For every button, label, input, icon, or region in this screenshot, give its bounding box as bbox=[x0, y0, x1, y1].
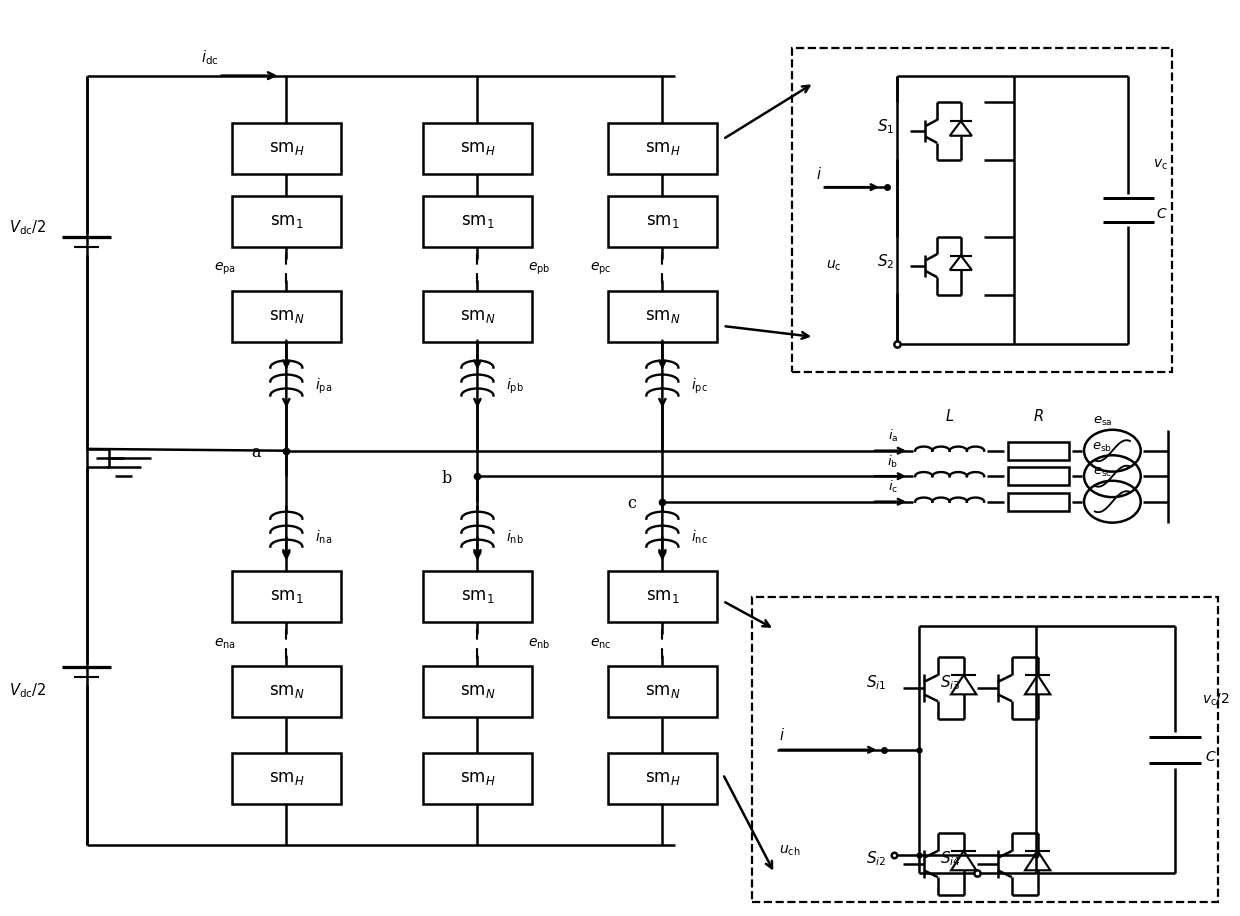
Text: $S_{i4}$: $S_{i4}$ bbox=[940, 849, 960, 868]
Bar bbox=[232, 571, 341, 622]
Text: $S_{i2}$: $S_{i2}$ bbox=[866, 849, 887, 868]
Text: $\mathrm{sm}_{N}$: $\mathrm{sm}_{N}$ bbox=[269, 683, 304, 701]
Text: $i_{\mathrm{pa}}$: $i_{\mathrm{pa}}$ bbox=[315, 376, 332, 396]
Text: $e_{\mathrm{sb}}$: $e_{\mathrm{sb}}$ bbox=[1092, 441, 1112, 453]
Text: $S_{i3}$: $S_{i3}$ bbox=[940, 673, 960, 692]
Text: $e_{\mathrm{sa}}$: $e_{\mathrm{sa}}$ bbox=[1092, 415, 1112, 428]
Text: $u_{\mathrm{c}}$: $u_{\mathrm{c}}$ bbox=[826, 258, 842, 273]
Bar bbox=[232, 291, 341, 343]
Text: $S_{i1}$: $S_{i1}$ bbox=[866, 673, 887, 692]
Text: $\mathrm{sm}_{H}$: $\mathrm{sm}_{H}$ bbox=[269, 770, 304, 787]
Text: $e_{\mathrm{pc}}$: $e_{\mathrm{pc}}$ bbox=[590, 261, 611, 278]
Text: $i_{\mathrm{dc}}$: $i_{\mathrm{dc}}$ bbox=[201, 48, 218, 67]
Text: $\mathrm{sm}_{1}$: $\mathrm{sm}_{1}$ bbox=[269, 213, 303, 230]
Text: $i$: $i$ bbox=[780, 727, 785, 743]
Text: $i_{\mathrm{a}}$: $i_{\mathrm{a}}$ bbox=[888, 428, 898, 444]
Text: $i_{\mathrm{pc}}$: $i_{\mathrm{pc}}$ bbox=[691, 376, 708, 396]
Text: $\mathrm{sm}_{N}$: $\mathrm{sm}_{N}$ bbox=[460, 309, 495, 325]
Bar bbox=[1008, 493, 1069, 511]
Bar bbox=[423, 571, 532, 622]
Text: $\mathrm{sm}_{H}$: $\mathrm{sm}_{H}$ bbox=[645, 770, 680, 787]
Text: $e_{\mathrm{na}}$: $e_{\mathrm{na}}$ bbox=[213, 637, 236, 651]
Text: $u_{\mathrm{ch}}$: $u_{\mathrm{ch}}$ bbox=[780, 844, 801, 857]
Text: $S_{1}$: $S_{1}$ bbox=[877, 117, 894, 136]
Text: $\mathrm{sm}_{N}$: $\mathrm{sm}_{N}$ bbox=[645, 683, 680, 701]
Text: $e_{\mathrm{nc}}$: $e_{\mathrm{nc}}$ bbox=[590, 637, 611, 651]
Bar bbox=[1008, 467, 1069, 485]
Text: $i_{\mathrm{pb}}$: $i_{\mathrm{pb}}$ bbox=[506, 376, 523, 396]
Text: $L$: $L$ bbox=[945, 409, 955, 424]
Bar bbox=[423, 196, 532, 246]
Bar bbox=[423, 753, 532, 804]
Text: $v_{\mathrm{c}}/2$: $v_{\mathrm{c}}/2$ bbox=[1203, 692, 1230, 708]
Bar bbox=[423, 123, 532, 174]
Bar bbox=[232, 123, 341, 174]
Bar bbox=[423, 667, 532, 717]
Text: $\mathrm{sm}_{1}$: $\mathrm{sm}_{1}$ bbox=[646, 588, 680, 605]
Text: $V_{\mathrm{dc}}/2$: $V_{\mathrm{dc}}/2$ bbox=[9, 682, 46, 700]
Text: $\mathrm{sm}_{H}$: $\mathrm{sm}_{H}$ bbox=[460, 140, 495, 157]
Text: $\mathrm{sm}_{H}$: $\mathrm{sm}_{H}$ bbox=[645, 140, 680, 157]
Text: $V_{\mathrm{dc}}/2$: $V_{\mathrm{dc}}/2$ bbox=[9, 218, 46, 237]
Bar bbox=[608, 753, 717, 804]
Text: $\mathrm{sm}_{1}$: $\mathrm{sm}_{1}$ bbox=[461, 213, 495, 230]
Text: $S_{2}$: $S_{2}$ bbox=[877, 252, 894, 270]
Text: c: c bbox=[627, 495, 636, 512]
Bar bbox=[608, 667, 717, 717]
Bar bbox=[232, 196, 341, 246]
Text: b: b bbox=[441, 470, 451, 486]
Text: $\mathrm{sm}_{N}$: $\mathrm{sm}_{N}$ bbox=[269, 309, 304, 325]
Bar bbox=[753, 597, 1219, 902]
Bar bbox=[232, 667, 341, 717]
Bar bbox=[792, 49, 1172, 372]
Text: $i_{\mathrm{nc}}$: $i_{\mathrm{nc}}$ bbox=[691, 529, 708, 546]
Text: $e_{\mathrm{pb}}$: $e_{\mathrm{pb}}$ bbox=[528, 261, 551, 278]
Text: $\mathrm{sm}_{H}$: $\mathrm{sm}_{H}$ bbox=[460, 770, 495, 787]
Text: $i_{\mathrm{c}}$: $i_{\mathrm{c}}$ bbox=[888, 479, 898, 496]
Bar bbox=[608, 196, 717, 246]
Text: $v_{\mathrm{c}}$: $v_{\mathrm{c}}$ bbox=[1153, 158, 1168, 171]
Text: $i_{\mathrm{na}}$: $i_{\mathrm{na}}$ bbox=[315, 529, 332, 546]
Text: $i_{\mathrm{nb}}$: $i_{\mathrm{nb}}$ bbox=[506, 529, 523, 546]
Bar bbox=[232, 753, 341, 804]
Text: a: a bbox=[250, 444, 260, 461]
Bar bbox=[608, 291, 717, 343]
Text: $\mathrm{sm}_{1}$: $\mathrm{sm}_{1}$ bbox=[646, 213, 680, 230]
Text: $e_{\mathrm{sc}}$: $e_{\mathrm{sc}}$ bbox=[1092, 466, 1112, 479]
Text: $C$: $C$ bbox=[1156, 207, 1167, 222]
Text: $\mathrm{sm}_{N}$: $\mathrm{sm}_{N}$ bbox=[645, 309, 680, 325]
Bar bbox=[423, 291, 532, 343]
Text: $C$: $C$ bbox=[1205, 750, 1216, 764]
Bar bbox=[608, 571, 717, 622]
Text: $\mathrm{sm}_{H}$: $\mathrm{sm}_{H}$ bbox=[269, 140, 304, 157]
Text: $e_{\mathrm{pa}}$: $e_{\mathrm{pa}}$ bbox=[213, 261, 236, 278]
Text: $e_{\mathrm{nb}}$: $e_{\mathrm{nb}}$ bbox=[528, 637, 551, 651]
Text: $\mathrm{sm}_{1}$: $\mathrm{sm}_{1}$ bbox=[269, 588, 303, 605]
Text: $i_{\mathrm{b}}$: $i_{\mathrm{b}}$ bbox=[888, 453, 899, 470]
Text: $i$: $i$ bbox=[816, 167, 822, 182]
Bar bbox=[1008, 442, 1069, 460]
Text: $R$: $R$ bbox=[1033, 409, 1044, 424]
Bar bbox=[608, 123, 717, 174]
Text: $\mathrm{sm}_{1}$: $\mathrm{sm}_{1}$ bbox=[461, 588, 495, 605]
Text: $\mathrm{sm}_{N}$: $\mathrm{sm}_{N}$ bbox=[460, 683, 495, 701]
